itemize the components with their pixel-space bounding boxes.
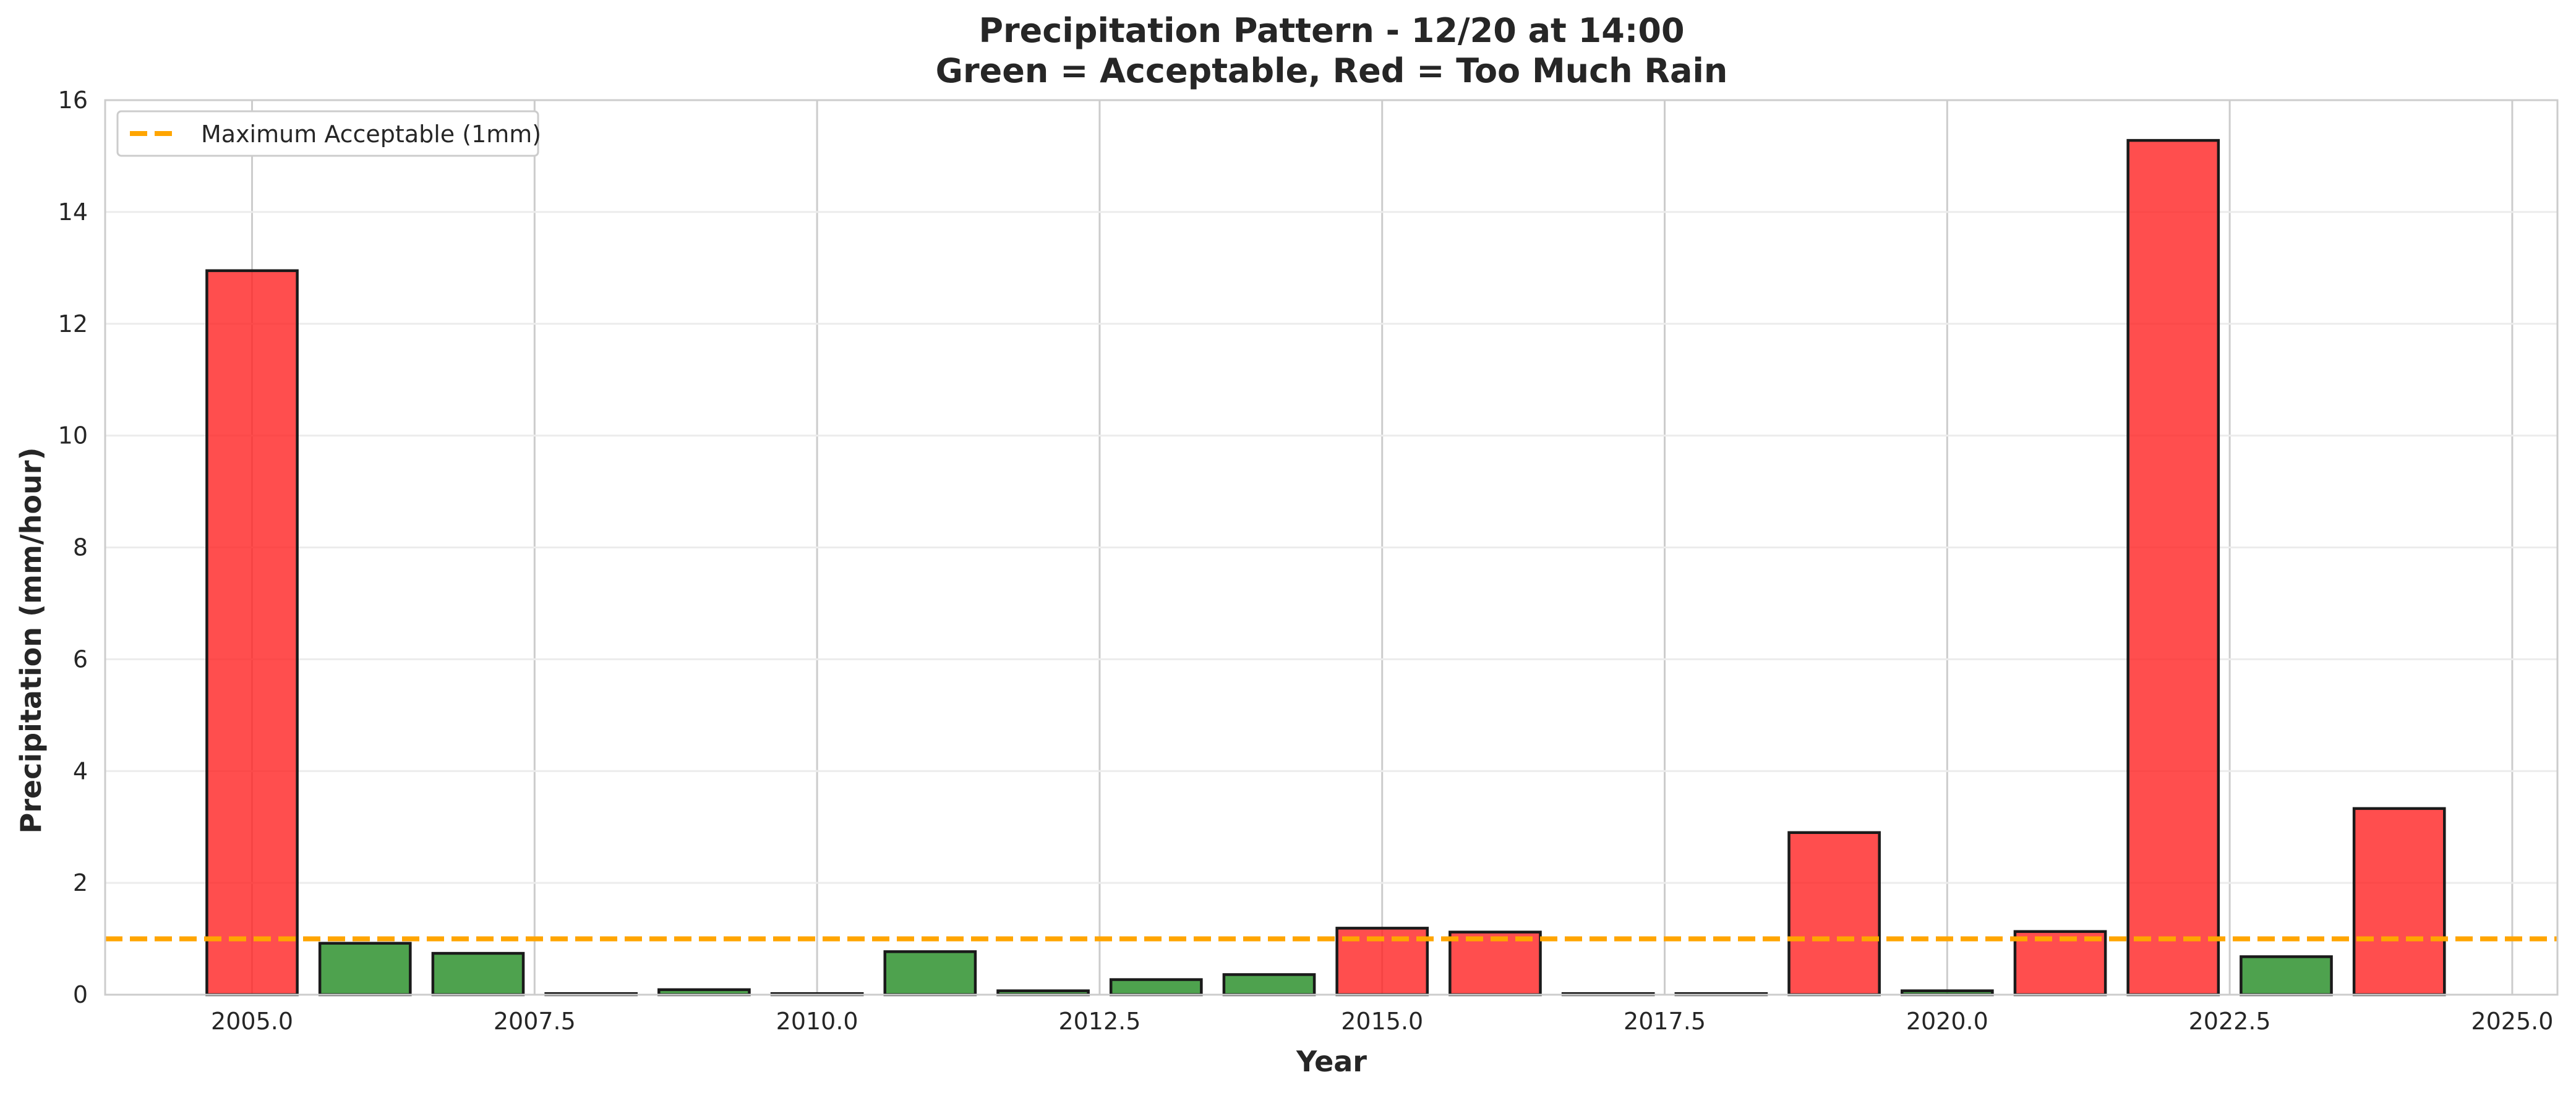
bars xyxy=(205,138,2446,997)
y-tick-labels: 0 2 4 6 8 10 12 14 16 xyxy=(58,87,88,1008)
x-tick-label: 2020.0 xyxy=(1906,1008,1988,1035)
y-axis-label: Precipitation (mm/hour) xyxy=(14,448,48,834)
bar-2011 xyxy=(883,950,977,997)
legend-threshold-label: Maximum Acceptable (1mm) xyxy=(201,121,541,148)
chart-title-line-1: Precipitation Pattern - 12/20 at 14:00 xyxy=(978,11,1684,50)
bar-2021 xyxy=(2013,930,2107,997)
x-tick-label: 2017.5 xyxy=(1624,1008,1706,1035)
y-tick-label: 16 xyxy=(58,87,88,114)
bar-2022 xyxy=(2126,138,2220,997)
x-tick-label: 2005.0 xyxy=(211,1008,293,1035)
bar-2014 xyxy=(1222,973,1316,997)
bar-2005 xyxy=(205,269,299,997)
x-tick-labels: 2005.0 2007.5 2010.0 2012.5 2015.0 2017.5 2020… xyxy=(211,1008,2553,1035)
y-tick-label: 0 xyxy=(73,981,88,1008)
x-tick-label: 2022.5 xyxy=(2189,1008,2271,1035)
chart-title-line-2: Green = Acceptable, Red = Too Much Rain xyxy=(936,51,1728,90)
legend-box xyxy=(116,110,539,157)
y-tick-label: 8 xyxy=(73,534,88,561)
plot-frame xyxy=(104,99,2559,996)
y-tick-label: 2 xyxy=(73,869,88,896)
y-tick-label: 10 xyxy=(58,422,88,449)
bar-2013 xyxy=(1109,978,1203,997)
legend: Maximum Acceptable (1mm) xyxy=(116,110,541,157)
bar-2024 xyxy=(2352,807,2446,997)
bar-2016 xyxy=(1448,930,1542,997)
y-tick-label: 14 xyxy=(58,198,88,226)
x-tick-label: 2015.0 xyxy=(1341,1008,1423,1035)
x-tick-label: 2007.5 xyxy=(494,1008,576,1035)
x-tick-label: 2025.0 xyxy=(2471,1008,2553,1035)
bar-2007 xyxy=(431,951,525,997)
y-tick-label: 12 xyxy=(58,310,88,338)
y-tick-label: 6 xyxy=(73,645,88,673)
x-tick-label: 2012.5 xyxy=(1058,1008,1140,1035)
x-tick-label: 2010.0 xyxy=(776,1008,858,1035)
bar-2019 xyxy=(1787,831,1881,997)
x-axis-label: Year xyxy=(1296,1045,1367,1078)
y-tick-label: 4 xyxy=(73,757,88,785)
bar-2023 xyxy=(2240,955,2333,997)
bar-2006 xyxy=(318,942,412,997)
